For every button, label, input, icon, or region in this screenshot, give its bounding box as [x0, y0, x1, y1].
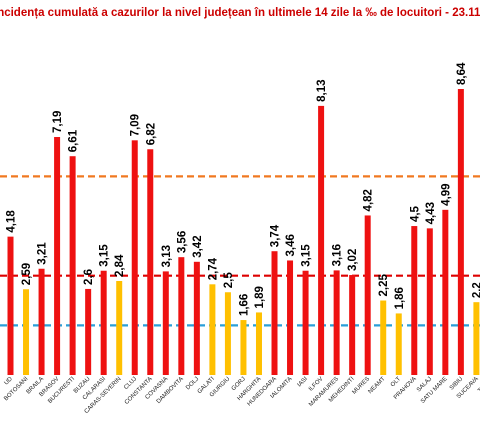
- bar-suceava: [473, 302, 480, 375]
- bar-hunedoara: [271, 251, 278, 375]
- bar-constanta: [147, 149, 154, 375]
- value-label: 2,74: [207, 257, 219, 280]
- category-label: UD: [4, 376, 15, 387]
- bar-cluj: [131, 140, 138, 375]
- bar-iasi: [302, 270, 309, 375]
- bar-bihor: [7, 236, 14, 375]
- value-label: 4,99: [440, 183, 452, 205]
- value-label: 2,5: [223, 272, 235, 289]
- bar-ilfov: [318, 105, 325, 375]
- bar-bucuresti: [69, 156, 76, 375]
- value-label: 3,56: [176, 231, 188, 253]
- value-label: 3,15: [99, 244, 111, 267]
- value-label: 8,64: [456, 62, 468, 85]
- value-label: 3,15: [301, 244, 313, 267]
- value-label: 3,02: [347, 249, 359, 271]
- bar-prahova: [411, 226, 418, 375]
- bar-mehedinti: [349, 275, 356, 375]
- bar-buzau: [85, 288, 92, 375]
- value-label: 3,46: [285, 234, 297, 256]
- value-label: 3,16: [332, 244, 344, 266]
- category-label: OLT: [390, 376, 402, 388]
- bar-salaj: [426, 228, 433, 375]
- value-label: 7,19: [52, 111, 64, 133]
- value-label: 1,86: [394, 287, 406, 309]
- value-label: 7,09: [130, 114, 142, 136]
- bar-harghita: [255, 312, 262, 375]
- value-label: 8,13: [316, 80, 328, 102]
- bar-olt: [395, 313, 402, 375]
- bar-gorj: [240, 320, 247, 375]
- value-label: 3,42: [192, 235, 204, 257]
- bar-giurgiu: [224, 292, 231, 375]
- value-label: 4,5: [409, 205, 421, 222]
- value-label: 3,21: [37, 242, 49, 265]
- bar-caras-severin: [116, 280, 123, 375]
- value-label: 2,84: [114, 254, 126, 277]
- bar-covasna: [162, 271, 169, 375]
- bar-dolj: [193, 261, 200, 375]
- bar-mures: [364, 215, 371, 375]
- bar-sibiu: [457, 89, 464, 376]
- bar-satu mare: [442, 209, 449, 375]
- bar-brasov: [54, 137, 61, 375]
- category-label: IASI: [297, 376, 309, 388]
- value-label: 1,89: [254, 286, 266, 308]
- value-label: 2,25: [378, 274, 390, 297]
- chart-title: Incidența cumulată a cazurilor la nivel …: [0, 7, 480, 19]
- bar-dambovita: [178, 257, 185, 375]
- value-label: 2,2: [471, 282, 480, 298]
- value-label: 4,18: [6, 210, 18, 233]
- bar-neamt: [380, 300, 387, 375]
- category-labels: UDBOTOSANIBRAILABRASOVBUCURESTIBUZAUCALA…: [3, 376, 480, 415]
- value-label: 6,61: [68, 129, 80, 152]
- value-label: 4,43: [425, 202, 437, 224]
- value-label: 6,82: [145, 123, 157, 145]
- bar-botosani: [23, 289, 30, 375]
- bar-braila: [38, 268, 45, 375]
- value-label: 4,82: [363, 189, 375, 211]
- bar-calarasi: [100, 270, 107, 375]
- value-label: 2,59: [21, 263, 33, 285]
- bar-series: [7, 89, 480, 376]
- bar-ialomita: [287, 260, 294, 375]
- value-label: 2,6: [83, 269, 95, 285]
- bar-maramures: [333, 270, 340, 375]
- value-label: 3,74: [270, 224, 282, 247]
- value-label: 3,13: [161, 245, 173, 267]
- value-label: 1,66: [238, 294, 250, 316]
- value-labels: 4,182,593,217,196,612,63,15 2,847,09 6,823…: [6, 62, 480, 316]
- category-label: NEAMT: [368, 376, 387, 395]
- bar-galati: [209, 284, 216, 375]
